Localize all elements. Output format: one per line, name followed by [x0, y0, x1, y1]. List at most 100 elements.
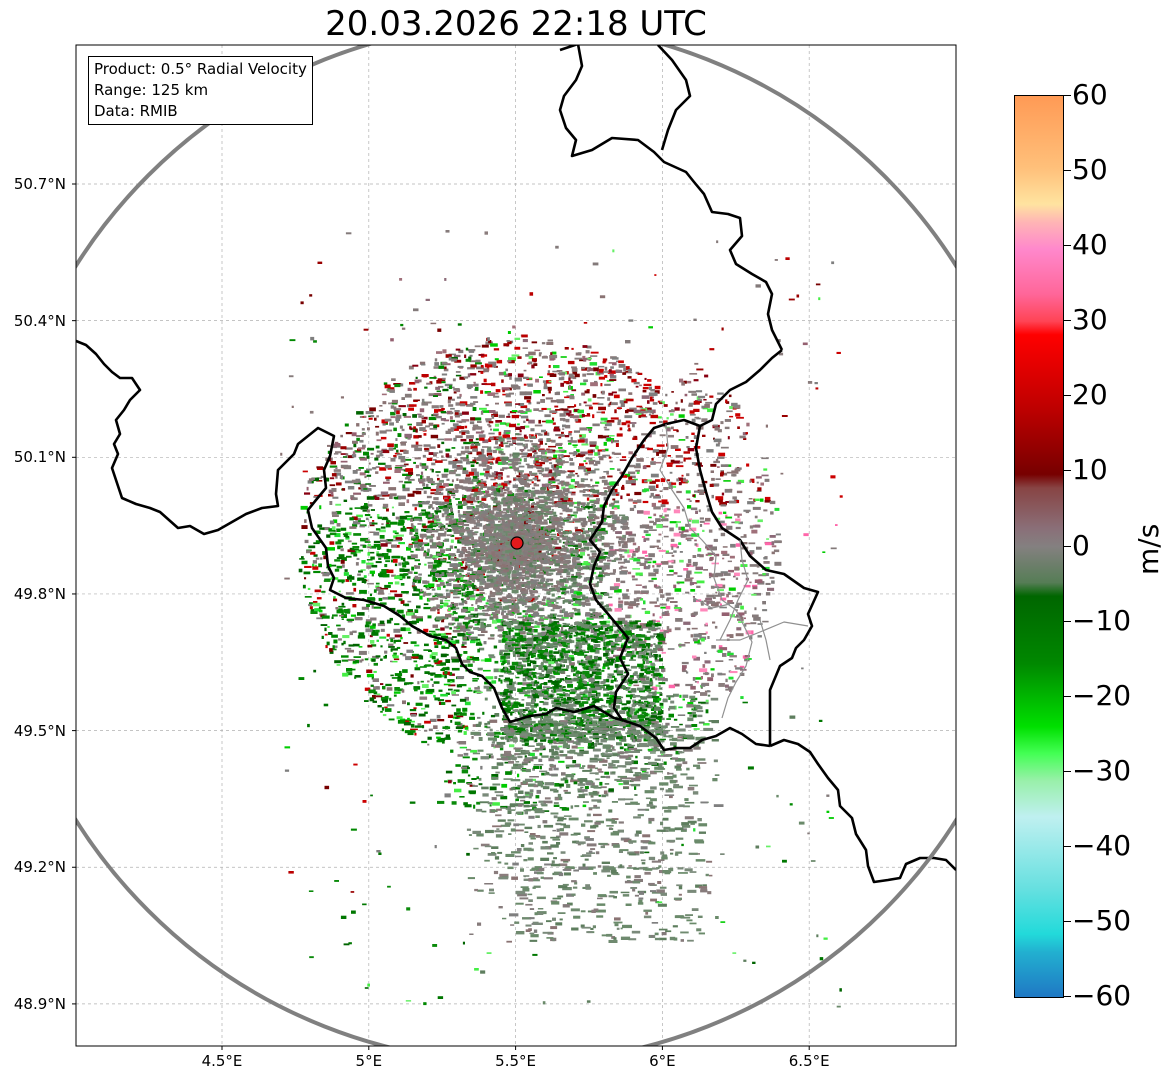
echo-cell — [367, 552, 371, 556]
echo-cell — [364, 503, 368, 507]
echo-cell — [739, 435, 746, 439]
echo-cell — [693, 400, 700, 405]
echo-cell — [754, 579, 763, 583]
echo-cell — [512, 457, 521, 462]
echo-cell — [656, 484, 659, 488]
echo-cell — [601, 554, 604, 557]
echo-cell — [378, 597, 383, 602]
echo-cell — [469, 421, 475, 425]
echo-cell — [653, 568, 659, 572]
echo-cell — [418, 435, 422, 438]
echo-cell — [592, 592, 600, 595]
echo-cell — [671, 554, 675, 557]
echo-cell — [364, 475, 367, 479]
echo-cell — [705, 401, 713, 404]
echo-cell — [604, 771, 610, 775]
echo-cell — [514, 793, 518, 797]
echo-cell — [628, 427, 631, 432]
echo-cell — [489, 616, 494, 620]
echo-cell — [688, 402, 696, 405]
echo-cell — [560, 587, 567, 591]
echo-cell — [432, 595, 436, 598]
echo-cell — [644, 585, 647, 589]
echo-cell — [314, 494, 319, 497]
echo-cell — [462, 467, 467, 472]
echo-cell — [475, 542, 483, 547]
echo-cell — [522, 682, 531, 686]
echo-cell — [636, 604, 639, 608]
echo-cell — [417, 723, 422, 726]
echo-cell — [435, 501, 442, 505]
echo-cell — [693, 692, 697, 694]
echo-cell — [698, 633, 707, 635]
echo-cell — [350, 495, 355, 499]
echo-cell — [433, 393, 442, 396]
echo-cell — [424, 584, 431, 587]
echo-cell — [587, 730, 593, 734]
echo-cell — [531, 364, 535, 369]
echo-cell — [522, 615, 528, 618]
echo-cell — [514, 467, 520, 472]
echo-cell — [351, 548, 359, 551]
echo-cell — [491, 498, 498, 501]
echo-cell — [633, 684, 640, 687]
echo-cell — [696, 681, 699, 684]
echo-cell — [650, 488, 657, 491]
echo-cell — [491, 743, 495, 747]
echo-cell — [363, 575, 367, 578]
echo-cell — [517, 373, 524, 378]
echo-cell — [627, 606, 634, 609]
echo-cell — [534, 497, 540, 500]
echo-cell — [477, 612, 484, 616]
echo-cell — [673, 693, 679, 697]
echo-cell — [342, 635, 350, 639]
echo-cell — [711, 494, 714, 499]
echo-cell — [450, 427, 455, 430]
echo-cell — [448, 353, 456, 356]
echo-cell — [503, 371, 507, 376]
echo-cell — [549, 528, 555, 532]
echo-cell — [522, 492, 529, 495]
echo-cell — [481, 506, 484, 509]
echo-cell — [401, 689, 405, 693]
echo-cell — [669, 521, 678, 524]
echo-cell — [462, 411, 469, 415]
echo-cell — [622, 484, 625, 489]
echo-cell — [734, 566, 740, 571]
echo-cell — [453, 596, 460, 599]
echo-cell — [469, 354, 473, 357]
echo-cell — [736, 490, 743, 494]
echo-cell — [543, 382, 548, 387]
echo-cell — [764, 542, 772, 546]
echo-cell — [454, 359, 462, 363]
echo-cell — [692, 494, 695, 497]
echo-cell — [652, 449, 660, 453]
echo-cell — [555, 746, 560, 751]
echo-cell — [703, 723, 710, 726]
echo-cell — [624, 601, 629, 606]
echo-cell — [587, 746, 595, 749]
echo-cell — [369, 516, 373, 519]
echo-cell — [381, 707, 385, 711]
echo-cell — [460, 579, 468, 582]
echo-cell — [598, 365, 605, 368]
echo-cell — [590, 646, 598, 649]
echo-cell — [536, 526, 544, 529]
echo-cell — [653, 522, 657, 526]
echo-cell — [608, 392, 614, 396]
echo-cell — [744, 655, 750, 658]
echo-cell — [534, 603, 539, 607]
echo-cell — [434, 645, 439, 648]
echo-cell — [544, 501, 549, 505]
echo-cell — [509, 611, 516, 615]
echo-cell — [423, 433, 427, 436]
echo-cell — [341, 564, 345, 568]
echo-cell — [725, 684, 729, 688]
echo-cell — [406, 473, 413, 476]
echo-cell — [381, 393, 387, 396]
echo-cell — [421, 465, 429, 469]
echo-cell — [343, 465, 352, 470]
echo-cell — [675, 750, 680, 755]
echo-cell — [620, 580, 626, 584]
echo-cell — [462, 756, 470, 759]
